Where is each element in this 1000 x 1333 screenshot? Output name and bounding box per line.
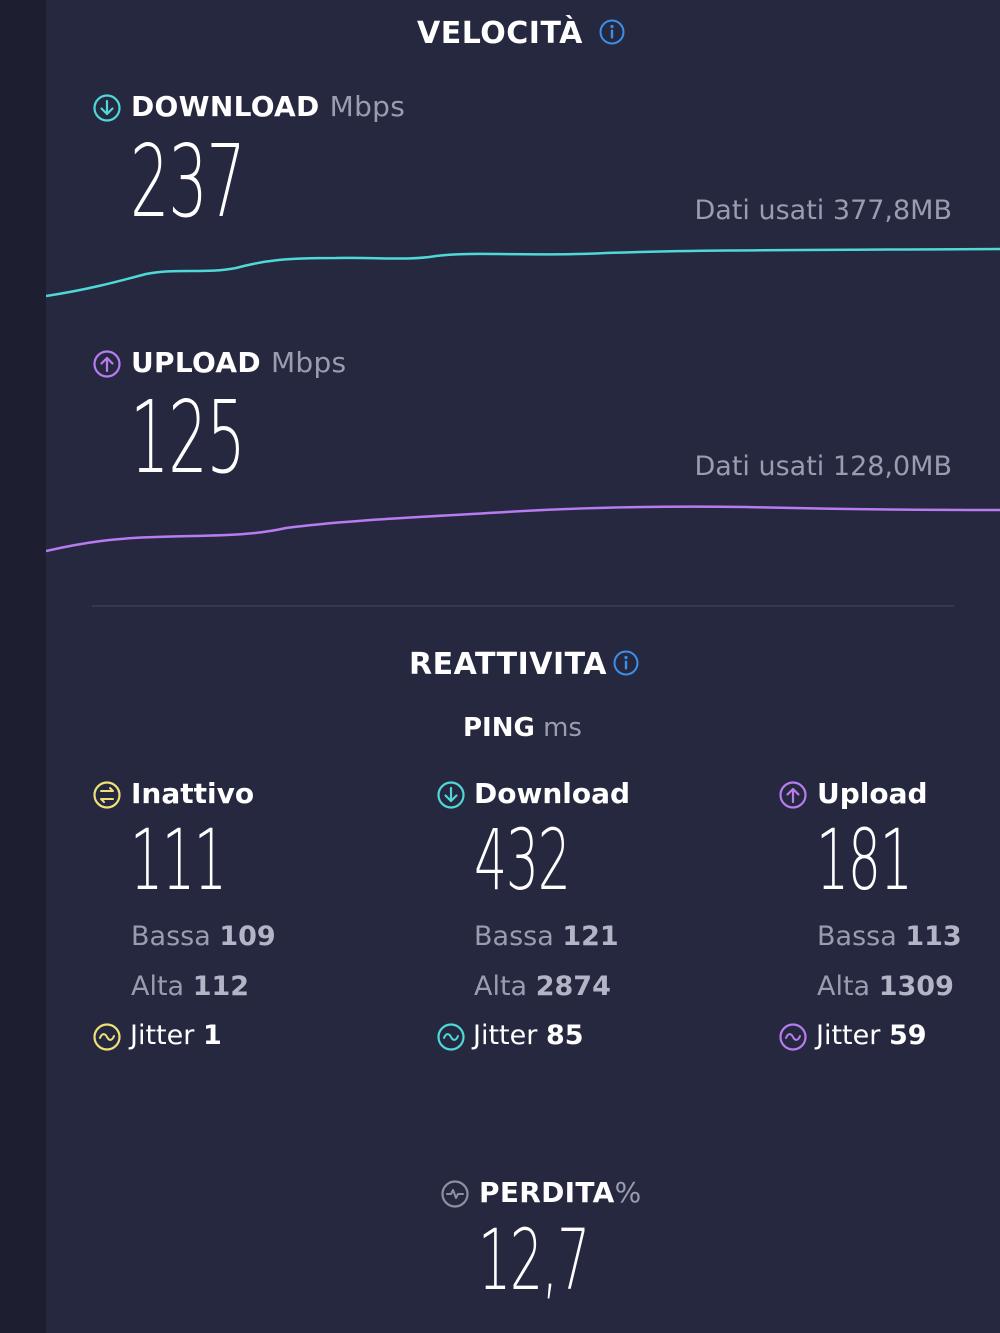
ping-upload-arrow-up-circle-icon <box>779 781 807 809</box>
low-label: Bassa <box>474 921 554 952</box>
ping-download-high: Alta 2874 <box>474 971 611 1002</box>
jitter-label: Jitter <box>816 1020 881 1051</box>
low-value: 113 <box>905 921 962 952</box>
jitter-label: Jitter <box>473 1020 538 1051</box>
ping-download-jitter: Jitter 85 <box>473 1020 584 1051</box>
ping-upload-high: Alta 1309 <box>817 971 954 1002</box>
jitter-idle-icon <box>93 1023 121 1051</box>
packet-loss-icon <box>441 1180 469 1208</box>
upload-speed-graph <box>46 505 1000 553</box>
jitter-download-icon <box>437 1023 465 1051</box>
low-value: 121 <box>562 921 619 952</box>
upload-label: UPLOAD <box>131 346 261 379</box>
low-label: Bassa <box>817 921 897 952</box>
jitter-value: 59 <box>888 1020 927 1051</box>
jitter-value: 1 <box>202 1020 222 1051</box>
ping-header: PING ms <box>463 713 582 743</box>
ping-upload-label: Upload <box>817 777 928 810</box>
ping-idle-jitter: Jitter 1 <box>130 1020 222 1051</box>
download-unit: Mbps <box>329 90 406 123</box>
download-arrow-down-circle-icon <box>93 94 121 122</box>
ping-label: PING <box>463 713 535 743</box>
ping-download-value: 432 <box>474 811 571 909</box>
ping-unit: ms <box>543 713 582 743</box>
download-header: DOWNLOAD Mbps <box>131 90 405 123</box>
loss-unit: % <box>614 1176 642 1209</box>
speed-section-title: VELOCITÀ <box>417 16 583 51</box>
ping-upload-low: Bassa 113 <box>817 921 962 952</box>
low-label: Bassa <box>131 921 211 952</box>
ping-idle-low: Bassa 109 <box>131 921 276 952</box>
upload-speed-value: 125 <box>130 379 246 496</box>
high-label: Alta <box>817 971 871 1002</box>
ping-download-arrow-down-circle-icon <box>437 781 465 809</box>
idle-circle-icon <box>93 781 121 809</box>
upload-data-used: Dati usati 128,0MB <box>694 451 952 482</box>
ping-upload-jitter: Jitter 59 <box>816 1020 927 1051</box>
download-speed-value: 237 <box>130 123 246 240</box>
download-data-used: Dati usati 377,8MB <box>694 195 952 226</box>
upload-arrow-up-circle-icon <box>93 350 121 378</box>
responsiveness-section-title: REATTIVITA <box>409 647 607 682</box>
high-label: Alta <box>474 971 528 1002</box>
jitter-label: Jitter <box>130 1020 195 1051</box>
ping-idle-label: Inattivo <box>131 777 255 810</box>
high-value: 1309 <box>878 971 954 1002</box>
loss-label: PERDITA <box>479 1176 615 1209</box>
upload-unit: Mbps <box>270 346 347 379</box>
high-value: 112 <box>192 971 250 1002</box>
ping-download-label: Download <box>474 777 631 810</box>
speed-info-icon[interactable] <box>599 19 625 45</box>
upload-header: UPLOAD Mbps <box>131 346 346 379</box>
responsiveness-info-icon[interactable] <box>613 650 639 676</box>
ping-download-low: Bassa 121 <box>474 921 619 952</box>
loss-value: 12,7 <box>478 1211 590 1309</box>
jitter-value: 85 <box>545 1020 584 1051</box>
loss-header: PERDITA% <box>479 1176 641 1209</box>
ping-idle-value: 111 <box>130 811 227 909</box>
ping-idle-high: Alta 112 <box>131 971 249 1002</box>
left-edge-strip <box>0 0 46 1333</box>
section-divider <box>92 605 954 607</box>
download-speed-graph <box>46 247 1000 298</box>
jitter-upload-icon <box>779 1023 807 1051</box>
ping-upload-value: 181 <box>816 811 913 909</box>
low-value: 109 <box>219 921 276 952</box>
download-label: DOWNLOAD <box>131 90 320 123</box>
high-value: 2874 <box>535 971 611 1002</box>
high-label: Alta <box>131 971 185 1002</box>
